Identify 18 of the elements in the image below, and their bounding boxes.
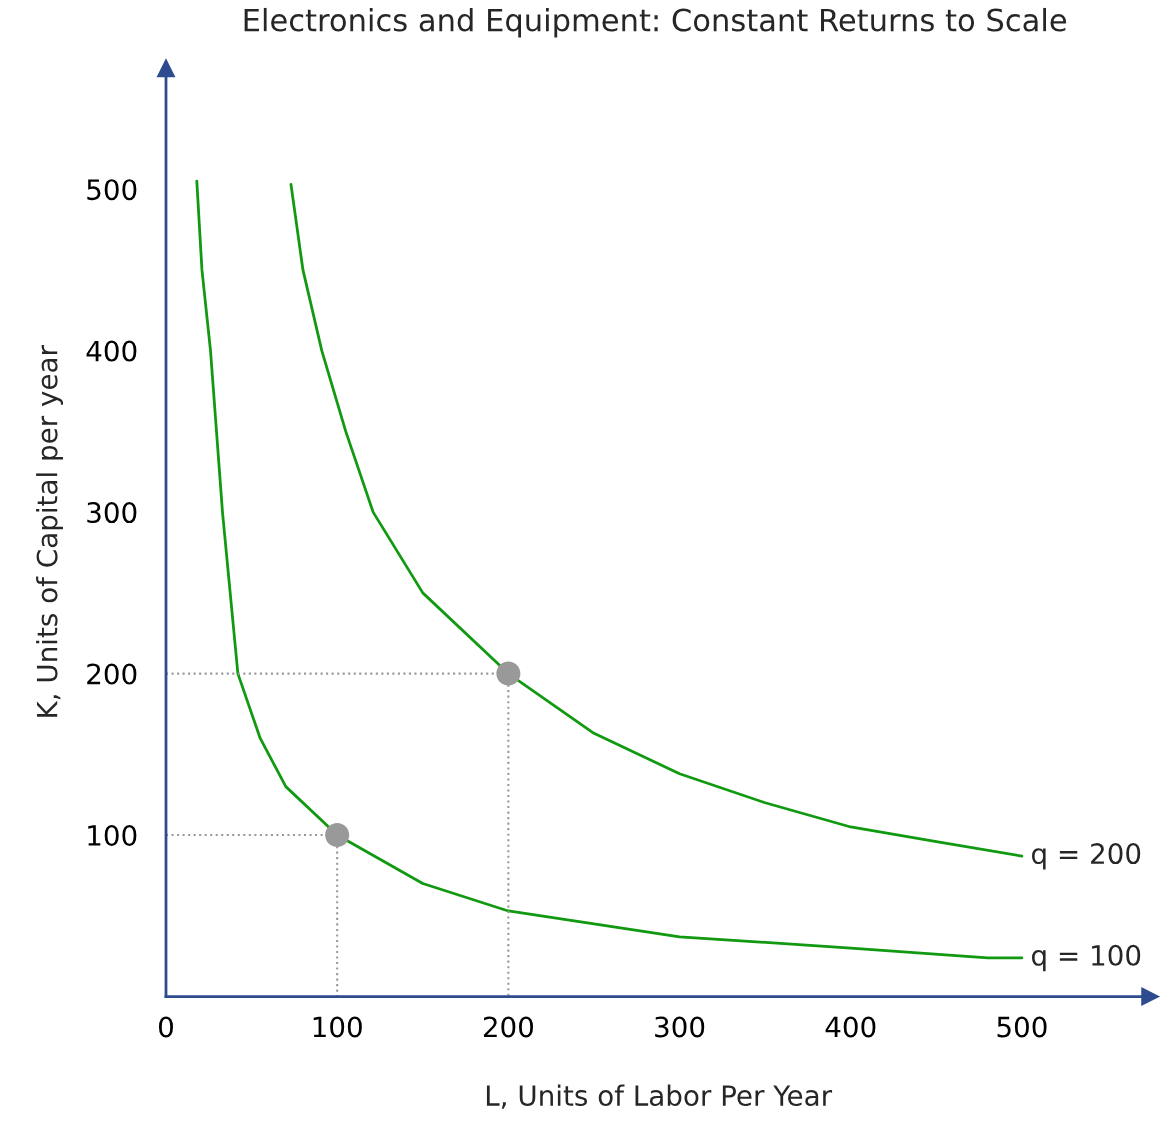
x-tick-label: 400 [825, 1016, 876, 1038]
y-tick-label: 500 [87, 179, 137, 201]
y-tick-label: 100 [88, 825, 137, 847]
x-tick-label: 100 [313, 1016, 362, 1038]
y-tick-label: 300 [87, 502, 137, 524]
x-tick-label: 0 [158, 1016, 173, 1038]
series-label: q = 100 [1032, 944, 1141, 972]
series-label: q = 200 [1032, 843, 1141, 870]
y-axis-title: K, Units of Capital per year [36, 345, 63, 717]
y-tick-label: 400 [86, 340, 137, 362]
x-tick-label: 200 [483, 1016, 534, 1038]
x-tick-label: 500 [997, 1016, 1047, 1038]
y-tick-label: 200 [87, 663, 137, 685]
line-series [195, 179, 1024, 960]
line-series [289, 182, 1024, 858]
x-tick-label: 300 [655, 1016, 705, 1038]
chart-title: Electronics and Equipment: Constant Returns to Scale [244, 7, 1067, 38]
x-axis-title: L, Units of Labor Per Year [486, 1084, 833, 1109]
